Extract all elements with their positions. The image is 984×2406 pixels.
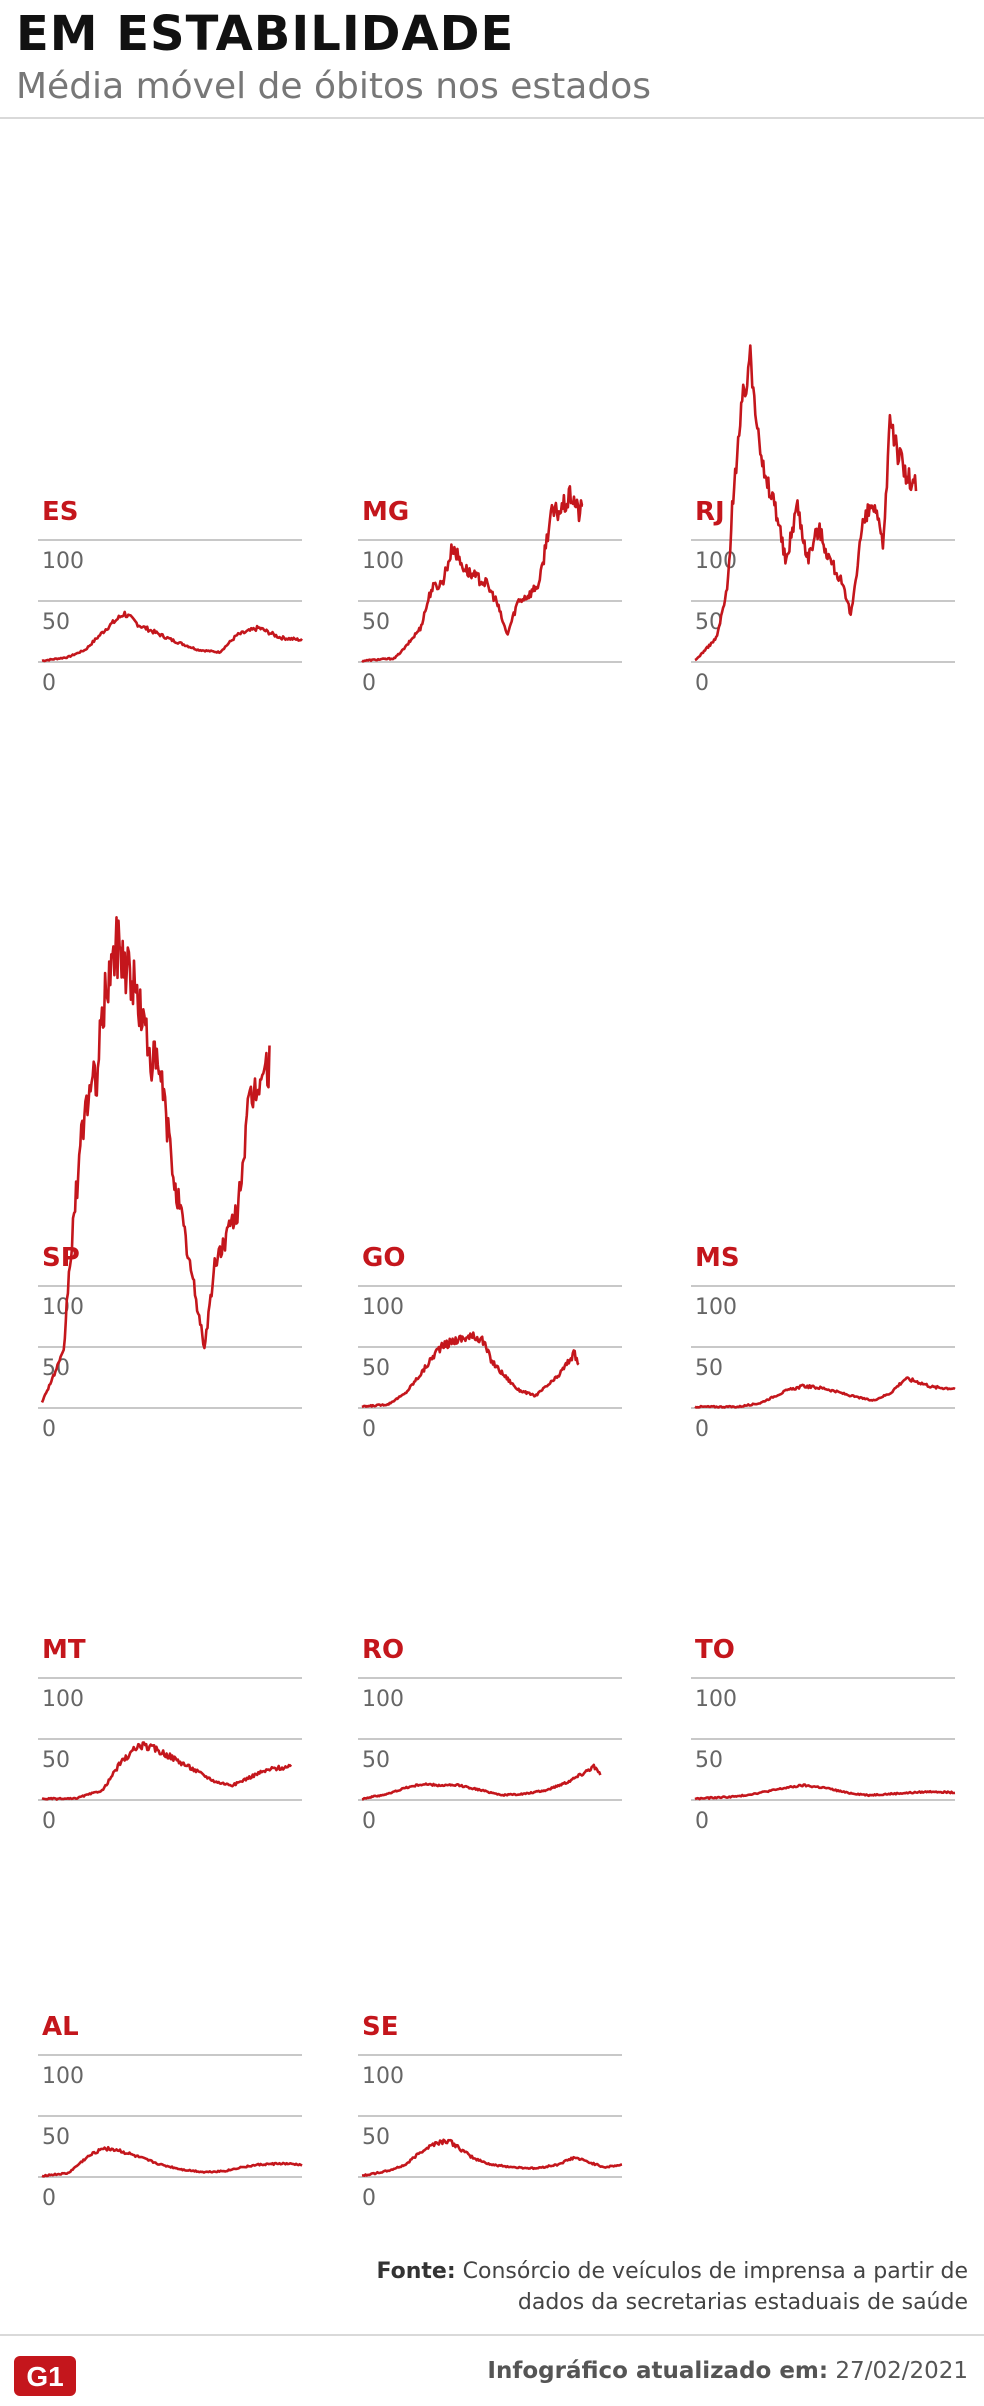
series-line-se <box>361 2138 623 2177</box>
y-tick-label: 100 <box>42 549 84 574</box>
source-text: Consórcio de veículos de imprensa a part… <box>462 2259 968 2315</box>
panel-ms: 0 50 100 MS <box>691 1243 956 1442</box>
header-divider <box>0 117 984 119</box>
state-label: GO <box>362 1243 405 1273</box>
y-tick-label: 0 <box>695 671 709 696</box>
footer-divider <box>0 2334 984 2336</box>
y-tick-label: 50 <box>42 2125 70 2150</box>
panel-se: 0 50 100 SE <box>358 2012 623 2211</box>
panel-es: 0 50 100 ES <box>38 497 303 696</box>
state-label: ES <box>42 497 79 527</box>
series-line-rj <box>694 344 918 662</box>
source-label: Fonte: <box>376 2259 456 2284</box>
y-tick-label: 0 <box>695 1809 709 1834</box>
series-line-ro <box>361 1763 602 1801</box>
y-tick-label: 100 <box>695 1295 737 1320</box>
y-tick-label: 100 <box>42 2064 84 2089</box>
y-tick-label: 0 <box>362 2186 376 2211</box>
panel-go: 0 50 100 GO <box>358 1243 622 1442</box>
series-line-es <box>41 610 303 663</box>
panel-ro: 0 50 100 RO <box>358 1635 622 1834</box>
series-line-sp <box>40 915 271 1403</box>
y-tick-label: 100 <box>362 2064 404 2089</box>
y-tick-label: 100 <box>695 1687 737 1712</box>
y-tick-label: 0 <box>362 1417 376 1442</box>
panel-al: 0 50 100 AL <box>38 2012 303 2211</box>
panel-to: 0 50 100 TO <box>691 1635 956 1834</box>
y-tick-label: 0 <box>42 2186 56 2211</box>
state-label: RJ <box>695 497 725 527</box>
y-tick-label: 0 <box>695 1417 709 1442</box>
state-label: MG <box>362 497 409 527</box>
series-line-ms <box>694 1376 956 1409</box>
y-tick-label: 50 <box>695 1748 723 1773</box>
series-line-al <box>41 2145 303 2178</box>
source-note: Fonte: Consórcio de veículos de imprensa… <box>348 2256 968 2318</box>
y-tick-label: 100 <box>362 1687 404 1712</box>
series-line-go <box>361 1331 580 1409</box>
y-tick-label: 0 <box>362 1809 376 1834</box>
state-label: RO <box>362 1635 404 1665</box>
updated-label: Infográfico atualizado em: <box>487 2358 829 2384</box>
y-tick-label: 50 <box>42 610 70 635</box>
y-tick-label: 0 <box>362 671 376 696</box>
g1-logo-bg <box>14 2356 76 2396</box>
g1-logo: G1 <box>14 2356 76 2396</box>
y-tick-label: 50 <box>362 1356 390 1381</box>
y-tick-label: 50 <box>42 1748 70 1773</box>
state-label: AL <box>42 2012 79 2042</box>
y-tick-label: 100 <box>362 549 404 574</box>
y-tick-label: 100 <box>42 1295 84 1320</box>
y-tick-label: 100 <box>42 1687 84 1712</box>
state-label: SP <box>42 1243 80 1273</box>
series-line-mg <box>361 485 584 663</box>
y-tick-label: 50 <box>362 610 390 635</box>
state-label: TO <box>695 1635 735 1665</box>
state-label: SE <box>362 2012 399 2042</box>
y-tick-label: 50 <box>695 1356 723 1381</box>
state-label: MT <box>42 1635 86 1665</box>
panel-mt: 0 50 100 MT <box>38 1635 302 1834</box>
y-tick-label: 0 <box>42 1417 56 1442</box>
state-label: MS <box>695 1243 740 1273</box>
series-line-to <box>694 1783 956 1801</box>
y-tick-label: 50 <box>362 2125 390 2150</box>
chart-subtitle: Média móvel de óbitos nos estados <box>16 66 651 107</box>
chart-title: EM ESTABILIDADE <box>16 6 515 62</box>
panel-mg: 0 50 100 MG <box>358 485 622 696</box>
y-tick-label: 100 <box>362 1295 404 1320</box>
y-tick-label: 50 <box>362 1748 390 1773</box>
updated-date: 27/02/2021 <box>835 2358 968 2384</box>
g1-logo-text: G1 <box>26 2361 63 2392</box>
y-tick-label: 0 <box>42 1809 56 1834</box>
series-line-mt <box>41 1741 293 1801</box>
y-tick-label: 0 <box>42 671 56 696</box>
updated-note: Infográfico atualizado em: 27/02/2021 <box>487 2358 968 2384</box>
